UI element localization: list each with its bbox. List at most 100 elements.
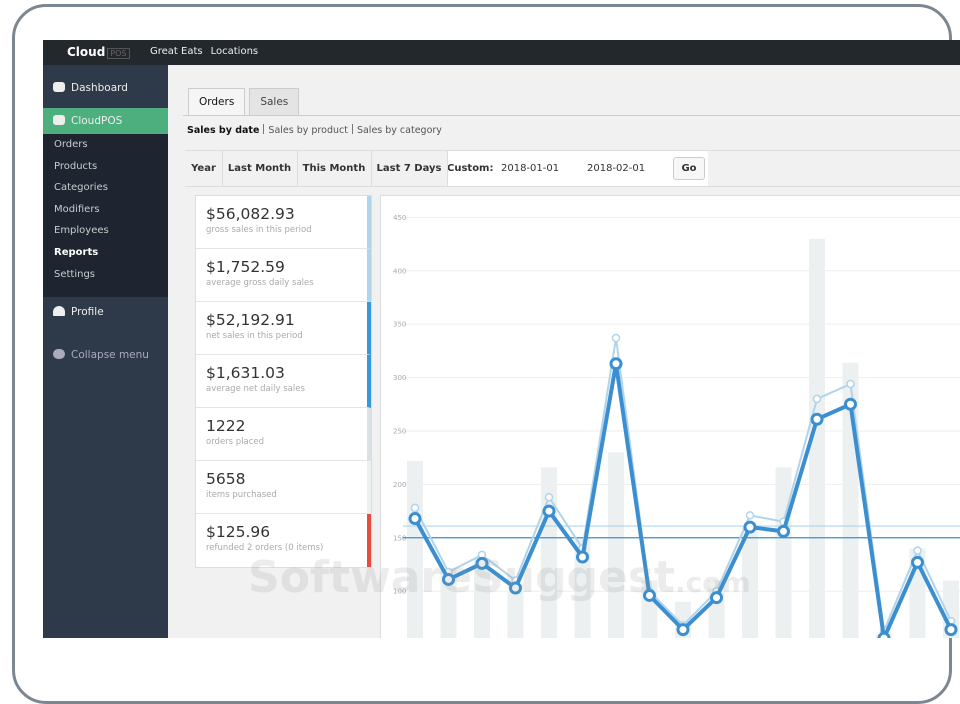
point	[442, 572, 455, 586]
subnav-link[interactable]: Sales by category	[356, 125, 442, 136]
menu-label: CloudPOS	[71, 115, 123, 127]
stat-value: $52,192.91	[206, 311, 295, 329]
chart: 100 150 200 250 300 350 400 450	[393, 214, 960, 638]
stat[interactable]: $1,631.03 average net daily sales	[196, 355, 371, 408]
y-tick-label: 450	[393, 214, 406, 222]
point	[877, 631, 891, 638]
body: Cloud POS Great Eats Locations Dashboard C…	[12, 4, 960, 704]
y-tick-label: 150	[393, 534, 406, 542]
y-tick-label: 250	[393, 427, 406, 435]
point	[509, 581, 522, 595]
point	[576, 550, 589, 564]
menu-label: Collapse menu	[71, 349, 149, 361]
subnav-link[interactable]: Sales by date	[187, 125, 260, 136]
submenu-item[interactable]: Orders	[54, 139, 88, 150]
icon	[53, 349, 65, 359]
watermark-name: SoftwareSuggest	[248, 552, 676, 603]
stat-label: gross sales in this period	[206, 225, 312, 235]
tabs: Orders Sales	[188, 88, 303, 115]
stat-value: 1222	[206, 417, 246, 435]
range-option[interactable]: This Month	[297, 151, 372, 186]
menu-item[interactable]: Dashboard	[43, 75, 168, 101]
point	[911, 555, 924, 569]
submenu-item[interactable]: Modifiers	[54, 203, 100, 215]
icon	[53, 115, 65, 125]
point	[846, 379, 855, 389]
point	[844, 397, 857, 411]
bar	[775, 467, 792, 638]
menu-item[interactable]: Profile	[43, 299, 168, 325]
logo-text: Cloud	[67, 45, 106, 59]
point	[609, 357, 623, 371]
stat[interactable]: 5658 items purchased	[196, 461, 371, 514]
stat[interactable]: $56,082.93 gross sales in this period	[196, 196, 371, 249]
range-option[interactable]: Last Month	[222, 151, 298, 186]
collapse-menu[interactable]: Collapse menu	[43, 342, 168, 368]
stat-label: net sales in this period	[206, 331, 303, 341]
point	[745, 511, 755, 520]
top-bar: Cloud POS Great Eats Locations	[43, 40, 960, 65]
chart-box: 100 150 200 250 300 350 400 450	[380, 195, 960, 638]
submenu-item[interactable]: Categories	[54, 182, 108, 194]
bar	[507, 591, 524, 638]
bar	[574, 537, 591, 638]
stat-value: $56,082.93	[206, 205, 295, 223]
subnav-link[interactable]: Sales by product	[268, 125, 348, 136]
submenu-item[interactable]: Settings	[54, 268, 96, 280]
icon	[53, 306, 65, 316]
top-link[interactable]: Great Eats	[150, 46, 203, 57]
stat-label: average net daily sales	[206, 384, 305, 394]
subnav: Sales by date Sales by product Sales by ca…	[187, 124, 442, 136]
menu-label: Profile	[71, 306, 104, 318]
stat[interactable]: 1222 orders placed	[196, 408, 371, 461]
bar	[474, 559, 490, 638]
stat-value: $1,752.59	[206, 258, 285, 276]
point	[743, 520, 757, 534]
point	[710, 591, 723, 605]
point	[410, 503, 420, 513]
logo[interactable]: Cloud POS	[67, 45, 130, 59]
stat[interactable]: $125.96 refunded 2 orders (0 items)	[196, 514, 371, 567]
separator	[263, 124, 265, 134]
go-button[interactable]: Go	[673, 157, 705, 180]
point	[544, 492, 554, 502]
tab[interactable]: Sales	[249, 88, 300, 115]
point	[643, 588, 656, 602]
watermark-suffix: .com	[675, 566, 751, 599]
point	[944, 623, 958, 637]
stat[interactable]: $1,752.59 average gross daily sales	[196, 249, 371, 302]
page: { "topbar": {"logo": "Cloud", "logo_badg…	[12, 4, 960, 704]
stat-value: $1,631.03	[206, 364, 285, 382]
submenu-item[interactable]: Products	[54, 160, 98, 172]
y-tick-label: 300	[393, 374, 406, 382]
range-bar: Custom: 2018-01-01 2018-02-01 Go Year Las…	[185, 150, 960, 187]
stat[interactable]: $52,192.91 net sales in this period	[196, 302, 371, 355]
point	[542, 504, 556, 518]
y-tick-label: 350	[393, 321, 406, 329]
bar	[407, 460, 423, 638]
submenu-item[interactable]: Employees	[54, 225, 109, 237]
custom-label: Custom:	[447, 163, 494, 174]
point	[810, 412, 824, 426]
bar	[742, 527, 758, 638]
bar	[440, 569, 457, 638]
submenu-item[interactable]: Reports	[54, 246, 99, 258]
range-option[interactable]: Last 7 Days	[371, 151, 448, 186]
stat-value: $125.96	[206, 523, 271, 541]
date-from[interactable]: 2018-01-01	[501, 163, 560, 174]
menu-item[interactable]: CloudPOS	[43, 108, 168, 134]
y-tick-label: 100	[393, 588, 406, 596]
tab-line	[183, 115, 960, 116]
stats-panel: $56,082.93 gross sales in this period $1,7…	[195, 195, 372, 568]
top-link[interactable]: Locations	[210, 46, 259, 57]
point	[777, 524, 790, 538]
stat-label: items purchased	[206, 490, 277, 500]
date-to[interactable]: 2018-02-01	[587, 163, 646, 174]
stat-label: orders placed	[206, 437, 265, 447]
tab[interactable]: Orders	[188, 88, 246, 115]
submenu: Orders Products Categories Modifiers Employe…	[43, 134, 168, 297]
screenshot: Cloud POS Great Eats Locations Dashboard C…	[43, 40, 960, 638]
stat-value: 5658	[206, 470, 246, 488]
point	[812, 394, 822, 404]
range-option[interactable]: Year	[185, 151, 223, 186]
